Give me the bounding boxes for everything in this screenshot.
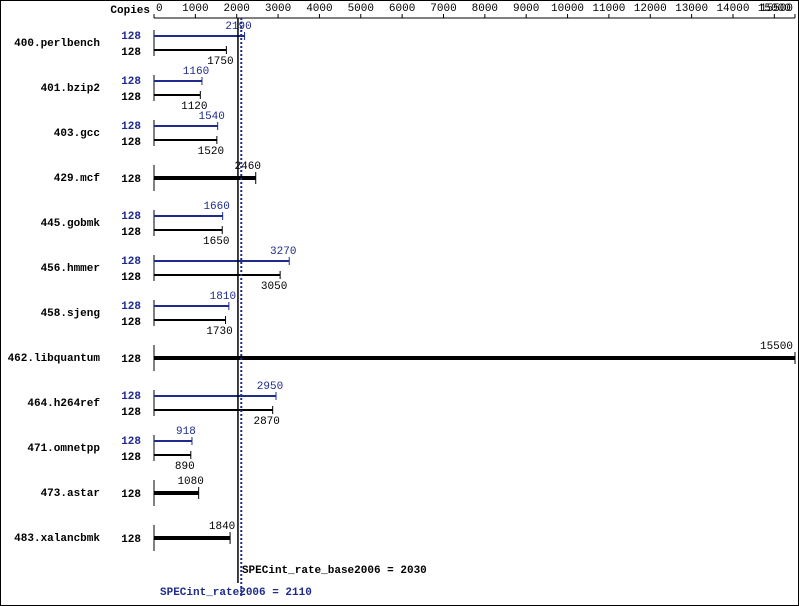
benchmark-name: 458.sjeng: [41, 308, 100, 320]
base-value: 1840: [209, 521, 235, 533]
base-value: 1730: [206, 326, 232, 338]
peak-value: 1160: [183, 66, 209, 78]
peak-value: 918: [176, 426, 196, 438]
reference-label: SPECint_rate_base2006 = 2030: [242, 565, 427, 577]
benchmark-name: 462.libquantum: [8, 353, 101, 365]
base-copies: 128: [121, 489, 141, 501]
benchmark-name: 429.mcf: [54, 173, 101, 185]
x-tick-label: 12000: [634, 3, 667, 15]
base-copies: 128: [121, 47, 141, 59]
x-tick-label: 10000: [551, 3, 584, 15]
benchmark-name: 464.h264ref: [27, 398, 100, 410]
peak-value: 1660: [203, 201, 229, 213]
x-tick-label: 2000: [224, 3, 250, 15]
base-copies: 128: [121, 272, 141, 284]
benchmark-name: 445.gobmk: [41, 218, 101, 230]
peak-value: 3270: [270, 246, 296, 258]
x-tick-label: 6000: [389, 3, 415, 15]
base-value: 1650: [203, 236, 229, 248]
base-copies: 128: [121, 534, 141, 546]
x-tick-label: 15000: [758, 3, 791, 15]
peak-copies: 128: [121, 211, 141, 223]
benchmark-name: 473.astar: [41, 488, 100, 500]
benchmark-name: 471.omnetpp: [27, 443, 100, 455]
x-tick-label: 3000: [265, 3, 291, 15]
peak-copies: 128: [121, 301, 141, 313]
x-tick-label: 4000: [306, 3, 332, 15]
benchmark-name: 456.hmmer: [41, 263, 100, 275]
base-copies: 128: [121, 137, 141, 149]
base-value: 1080: [177, 476, 203, 488]
base-value: 1120: [181, 101, 207, 113]
base-copies: 128: [121, 452, 141, 464]
base-copies: 128: [121, 174, 141, 186]
base-copies: 128: [121, 227, 141, 239]
x-tick-label: 8000: [472, 3, 498, 15]
base-value: 15500: [760, 341, 793, 353]
x-tick-label: 11000: [592, 3, 625, 15]
benchmark-name: 400.perlbench: [14, 38, 100, 50]
base-value: 3050: [261, 281, 287, 293]
benchmark-name: 483.xalancbmk: [14, 533, 100, 545]
x-tick-label: 15500: [760, 3, 793, 15]
x-tick-label: 13000: [675, 3, 708, 15]
peak-value: 1810: [210, 291, 236, 303]
x-tick-label: 5000: [348, 3, 374, 15]
copies-header: Copies: [110, 5, 150, 17]
peak-copies: 128: [121, 76, 141, 88]
x-tick-label: 1000: [182, 3, 208, 15]
peak-copies: 128: [121, 256, 141, 268]
base-copies: 128: [121, 317, 141, 329]
x-tick-label: 0: [156, 3, 163, 15]
x-tick-label: 9000: [513, 3, 539, 15]
peak-value: 1540: [198, 111, 224, 123]
base-copies: 128: [121, 92, 141, 104]
peak-copies: 128: [121, 436, 141, 448]
base-value: 1520: [198, 146, 224, 158]
base-value: 890: [175, 461, 195, 473]
peak-copies: 128: [121, 391, 141, 403]
benchmark-name: 403.gcc: [54, 128, 100, 140]
peak-copies: 128: [121, 121, 141, 133]
base-value: 2870: [253, 416, 279, 428]
reference-label: SPECint_rate2006 = 2110: [160, 587, 312, 599]
base-copies: 128: [121, 354, 141, 366]
x-tick-label: 14000: [716, 3, 749, 15]
peak-value: 2950: [257, 381, 283, 393]
peak-copies: 128: [121, 31, 141, 43]
base-value: 1750: [207, 56, 233, 68]
benchmark-name: 401.bzip2: [41, 83, 100, 95]
base-copies: 128: [121, 407, 141, 419]
x-tick-label: 7000: [430, 3, 456, 15]
